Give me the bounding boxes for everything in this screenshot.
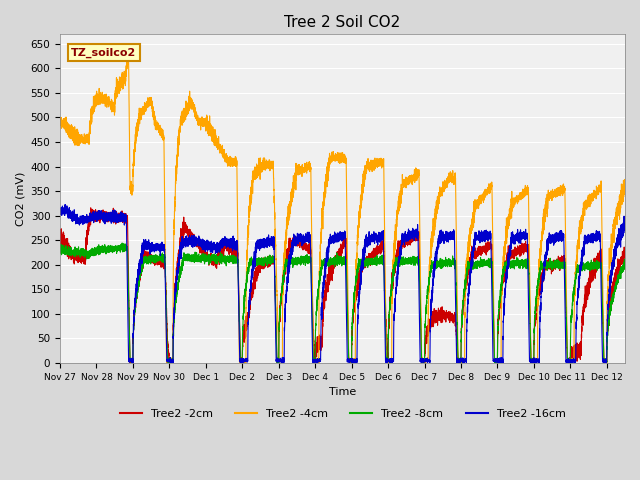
Tree2 -4cm <box>125 52 132 58</box>
Tree2 -8cm <box>548 267 556 273</box>
Tree2 -4cm <box>285 222 292 228</box>
Tree2 -8cm <box>118 240 126 246</box>
Tree2 -2cm <box>294 237 302 242</box>
Tree2 -16cm <box>129 360 137 366</box>
Line: Tree2 -4cm: Tree2 -4cm <box>60 55 625 363</box>
Tree2 -2cm <box>259 258 266 264</box>
Tree2 -8cm <box>285 262 292 268</box>
Tree2 -16cm <box>61 202 69 207</box>
Line: Tree2 -8cm: Tree2 -8cm <box>60 243 625 363</box>
Tree2 -8cm <box>294 257 302 263</box>
Tree2 -16cm <box>621 222 628 228</box>
X-axis label: Time: Time <box>329 387 356 397</box>
Tree2 -16cm <box>259 242 266 248</box>
Tree2 -8cm <box>494 325 502 331</box>
Tree2 -2cm <box>87 205 95 211</box>
Tree2 -16cm <box>285 269 292 275</box>
Tree2 -4cm <box>294 167 302 173</box>
Tree2 -16cm <box>294 237 302 242</box>
Tree2 -4cm <box>494 358 502 363</box>
Line: Tree2 -2cm: Tree2 -2cm <box>60 208 625 363</box>
Tree2 -2cm <box>621 254 628 260</box>
Tree2 -4cm <box>548 197 556 203</box>
Tree2 -4cm <box>252 166 259 172</box>
Tree2 -2cm <box>548 262 556 268</box>
Line: Tree2 -16cm: Tree2 -16cm <box>60 204 625 363</box>
Tree2 -8cm <box>56 249 64 254</box>
Tree2 -2cm <box>285 248 292 253</box>
Tree2 -8cm <box>164 360 172 366</box>
Text: TZ_soilco2: TZ_soilco2 <box>71 48 136 58</box>
Tree2 -8cm <box>259 256 266 262</box>
Tree2 -4cm <box>621 180 628 186</box>
Tree2 -2cm <box>126 360 134 366</box>
Tree2 -4cm <box>259 161 266 167</box>
Tree2 -4cm <box>56 120 64 125</box>
Tree2 -8cm <box>621 263 628 268</box>
Y-axis label: CO2 (mV): CO2 (mV) <box>15 171 25 226</box>
Tree2 -8cm <box>252 261 259 267</box>
Tree2 -2cm <box>56 237 64 242</box>
Tree2 -4cm <box>164 360 172 366</box>
Tree2 -2cm <box>252 268 259 274</box>
Title: Tree 2 Soil CO2: Tree 2 Soil CO2 <box>284 15 401 30</box>
Tree2 -16cm <box>494 360 502 365</box>
Tree2 -16cm <box>56 205 64 211</box>
Tree2 -16cm <box>548 239 556 244</box>
Tree2 -2cm <box>494 327 502 333</box>
Legend: Tree2 -2cm, Tree2 -4cm, Tree2 -8cm, Tree2 -16cm: Tree2 -2cm, Tree2 -4cm, Tree2 -8cm, Tree… <box>115 405 570 423</box>
Tree2 -16cm <box>252 244 259 250</box>
